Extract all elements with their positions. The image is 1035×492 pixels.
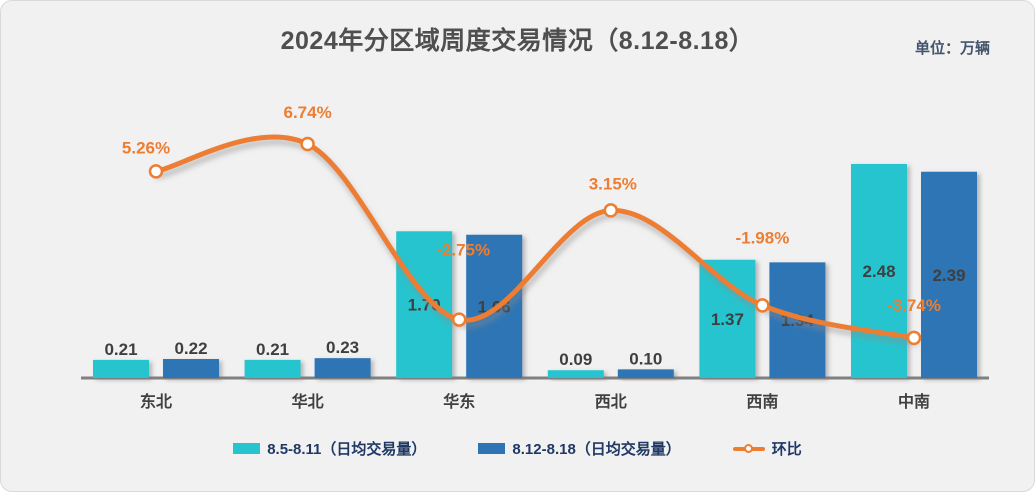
bar-week2-华东	[466, 234, 523, 378]
bar-week1-东北	[93, 359, 149, 378]
category-label-东北: 东北	[140, 392, 172, 411]
ratio-marker-西南	[755, 298, 770, 313]
chart-title: 2024年分区域周度交易情况（8.12-8.18）	[280, 27, 755, 55]
ratio-value-label: -3.74%	[887, 296, 941, 315]
ratio-value-label: -2.75%	[436, 241, 490, 260]
legend-swatch-week2-bar	[478, 443, 506, 454]
ratio-marker-华北	[300, 136, 315, 152]
bar-week1-华东	[396, 231, 453, 378]
legend-label-week1: 8.5-8.11（日均交易量）	[267, 441, 427, 458]
ratio-marker-东北	[148, 164, 164, 179]
bar-week1-西北	[547, 370, 604, 378]
chart-legend: 8.5-8.11（日均交易量） 8.12-8.18（日均交易量） 环比	[1, 438, 1034, 459]
bar-value-label: 1.37	[711, 310, 744, 329]
bar-week2-东北	[163, 359, 219, 378]
ratio-value-label: -1.98%	[735, 228, 789, 247]
bar-value-label: 0.09	[559, 350, 592, 369]
legend-item-ratio: 环比	[732, 438, 802, 459]
legend-label-week2: 8.12-8.18（日均交易量）	[512, 441, 681, 458]
category-label-华东: 华东	[443, 392, 475, 411]
legend-swatch-week1-bar	[233, 443, 261, 454]
bar-week2-中南	[921, 171, 977, 378]
unit-label: 单位：万辆	[914, 40, 990, 57]
ratio-value-label: 5.26%	[122, 138, 170, 157]
bar-value-label: 0.21	[104, 340, 137, 359]
legend-item-week2: 8.12-8.18（日均交易量）	[478, 438, 681, 459]
legend-swatch-ratio-line-icon	[732, 443, 765, 454]
bar-value-label: 0.22	[174, 339, 207, 358]
bar-week2-华北	[314, 358, 371, 378]
ratio-value-label: 6.74%	[283, 103, 331, 122]
bar-value-label: 0.10	[629, 349, 662, 368]
x-axis-line	[81, 376, 989, 380]
bar-week2-西北	[617, 369, 674, 378]
ratio-marker-西北	[603, 203, 619, 218]
ratio-value-label: 3.15%	[589, 174, 637, 193]
legend-item-week1: 8.5-8.11（日均交易量）	[233, 438, 426, 459]
bar-week1-中南	[851, 163, 907, 378]
bar-value-label: 2.39	[932, 266, 965, 285]
ratio-marker-华东	[451, 312, 467, 327]
category-label-西南: 西南	[746, 392, 778, 411]
legend-label-ratio: 环比	[771, 441, 802, 458]
ratio-marker-中南	[906, 330, 922, 346]
bar-week1-西南	[699, 259, 756, 378]
bar-value-label: 0.23	[326, 338, 359, 357]
category-label-中南: 中南	[898, 392, 930, 411]
bar-value-label: 2.48	[862, 262, 895, 281]
category-label-华北: 华北	[292, 392, 324, 411]
category-label-西北: 西北	[595, 393, 627, 411]
bar-week1-华北	[244, 359, 301, 378]
bar-value-label: 0.21	[256, 340, 289, 359]
